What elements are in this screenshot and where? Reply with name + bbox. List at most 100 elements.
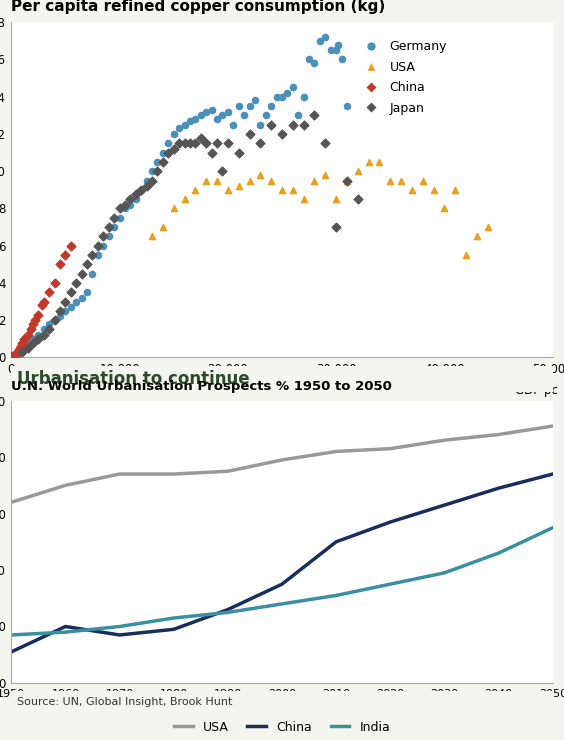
China xyxy=(333,537,340,546)
Point xyxy=(483,221,492,233)
China xyxy=(279,579,285,588)
Point xyxy=(12,348,21,360)
Point xyxy=(131,188,140,200)
Point xyxy=(136,184,146,196)
Point xyxy=(180,193,189,205)
Point xyxy=(175,122,184,134)
China xyxy=(441,501,448,510)
Point xyxy=(207,147,216,158)
Point xyxy=(99,230,108,242)
Point xyxy=(88,249,97,261)
Point xyxy=(61,249,70,261)
Point xyxy=(191,113,200,125)
Point xyxy=(109,221,118,233)
China xyxy=(8,648,15,656)
Point xyxy=(332,44,341,56)
Point xyxy=(82,286,91,298)
Point xyxy=(30,314,39,326)
Point xyxy=(72,296,81,308)
Point xyxy=(153,165,162,177)
Point xyxy=(142,180,151,192)
Point xyxy=(277,128,287,140)
Point xyxy=(67,301,76,313)
Point xyxy=(55,311,64,323)
Point xyxy=(250,95,259,107)
India xyxy=(333,591,340,600)
USA xyxy=(387,444,394,453)
China xyxy=(495,484,502,493)
Line: USA: USA xyxy=(11,426,553,502)
Point xyxy=(299,91,308,103)
Point xyxy=(191,138,200,149)
Point xyxy=(473,230,482,242)
Point xyxy=(11,349,20,360)
Point xyxy=(15,342,24,354)
Point xyxy=(386,175,395,186)
Point xyxy=(213,138,222,149)
Point xyxy=(50,314,59,326)
Text: U.N. World Urbanisation Prospects % 1950 to 2050: U.N. World Urbanisation Prospects % 1950… xyxy=(11,380,392,392)
Point xyxy=(218,165,227,177)
India xyxy=(170,613,177,622)
Point xyxy=(164,138,173,149)
Point xyxy=(23,337,32,349)
Point xyxy=(23,342,32,354)
Point xyxy=(261,110,270,121)
Text: GDP pc: GDP pc xyxy=(515,384,558,397)
Point xyxy=(10,349,19,361)
USA xyxy=(170,470,177,479)
Point xyxy=(223,106,232,118)
Point xyxy=(288,184,297,196)
China xyxy=(62,622,69,631)
USA xyxy=(62,481,69,490)
Point xyxy=(39,329,49,341)
USA xyxy=(549,422,556,431)
Point xyxy=(12,346,21,357)
Point xyxy=(451,184,460,196)
Point xyxy=(39,296,49,308)
Point xyxy=(142,175,151,186)
Point xyxy=(267,118,276,130)
India xyxy=(441,568,448,577)
Point xyxy=(186,115,195,127)
Point xyxy=(315,35,324,47)
Point xyxy=(20,340,29,352)
Point xyxy=(28,318,37,330)
Point xyxy=(121,203,130,215)
Point xyxy=(186,138,195,149)
Point xyxy=(50,277,59,289)
Point xyxy=(294,110,303,121)
Point xyxy=(267,175,276,186)
Point xyxy=(305,53,314,65)
Line: India: India xyxy=(11,528,553,635)
India xyxy=(62,628,69,636)
Point xyxy=(45,323,54,335)
USA xyxy=(495,430,502,439)
Point xyxy=(418,175,428,186)
Point xyxy=(67,240,76,252)
Point xyxy=(169,128,178,140)
Point xyxy=(148,230,157,242)
Point xyxy=(256,138,265,149)
Point xyxy=(326,44,335,56)
Point xyxy=(153,156,162,168)
Legend: USA, China, India: USA, China, India xyxy=(169,716,395,739)
Point xyxy=(229,118,238,130)
USA xyxy=(333,447,340,456)
Point xyxy=(321,138,330,149)
Point xyxy=(136,184,146,196)
Point xyxy=(55,258,64,270)
Point xyxy=(148,165,157,177)
Point xyxy=(104,230,113,242)
India xyxy=(495,548,502,557)
Point xyxy=(61,305,70,317)
Point xyxy=(180,118,189,130)
Point xyxy=(202,175,211,186)
Point xyxy=(256,118,265,130)
Point xyxy=(440,203,449,215)
Point xyxy=(245,100,254,112)
Point xyxy=(234,100,243,112)
Point xyxy=(202,106,211,118)
Point xyxy=(99,240,108,252)
Point xyxy=(196,132,205,144)
